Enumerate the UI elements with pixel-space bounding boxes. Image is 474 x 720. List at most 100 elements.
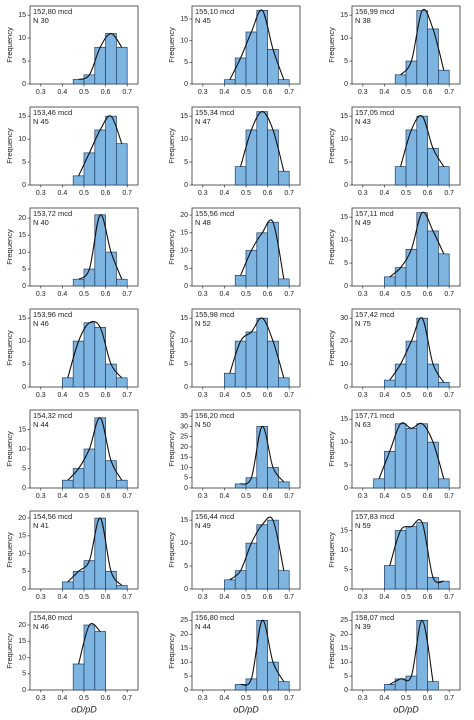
x-tick-label: 0.5 [241, 695, 251, 702]
y-tick-label: 5 [344, 260, 348, 267]
y-axis-label: Frequency [327, 633, 336, 669]
y-tick-label: 0 [22, 283, 26, 290]
y-tick-label: 15 [18, 533, 26, 540]
y-axis-label: Frequency [327, 532, 336, 568]
y-tick-label: 10 [340, 35, 348, 42]
panel-label: 153,46 mcd [33, 108, 72, 117]
y-tick-label: 5 [344, 462, 348, 469]
y-tick-label: 15 [340, 113, 348, 120]
x-tick-label: 0.4 [58, 392, 68, 399]
bar [278, 170, 290, 186]
y-tick-label: 5 [344, 58, 348, 65]
x-tick-label: 0.3 [36, 695, 46, 702]
y-tick-label: 15 [180, 230, 188, 237]
y-tick-label: 10 [18, 338, 26, 345]
x-tick-label: 0.7 [444, 695, 454, 702]
n-label: N 44 [195, 622, 211, 631]
y-tick-label: 10 [180, 464, 188, 471]
bar [234, 275, 247, 287]
y-tick-label: 0 [344, 485, 348, 492]
bar [116, 585, 128, 590]
y-tick-label: 5 [184, 265, 188, 272]
bar [224, 79, 236, 85]
bar [427, 441, 439, 489]
y-tick-label: 30 [340, 315, 348, 322]
density-curve [389, 211, 445, 278]
y-tick-label: 15 [340, 416, 348, 423]
bar [234, 570, 247, 590]
bar [105, 33, 117, 85]
y-tick-label: 5 [22, 58, 26, 65]
density-curve [240, 111, 285, 172]
bar [394, 267, 407, 287]
y-tick-label: 20 [180, 212, 188, 219]
y-tick-label: 5 [22, 671, 26, 678]
panel-label: 155,56 mcd [195, 209, 234, 218]
y-tick-label: 5 [184, 673, 188, 680]
bar [267, 48, 279, 85]
x-tick-label: 0.6 [263, 89, 273, 96]
y-axis-label: Frequency [167, 27, 176, 63]
bar [405, 60, 418, 85]
y-tick-label: 5 [184, 475, 188, 482]
y-axis-label: Frequency [167, 330, 176, 366]
y-tick-label: 15 [180, 645, 188, 652]
density-curve [400, 114, 445, 167]
y-tick-label: 0 [22, 586, 26, 593]
bar [72, 79, 85, 85]
n-label: N 50 [195, 420, 211, 429]
panel-label: 157,42 mcd [355, 310, 394, 319]
n-label: N 63 [355, 420, 371, 429]
y-tick-label: 0 [344, 81, 348, 88]
bar [416, 423, 428, 489]
bar [278, 278, 290, 287]
x-tick-label: 0.4 [220, 493, 230, 500]
y-tick-label: 15 [180, 113, 188, 120]
bar [405, 129, 418, 186]
bar [62, 377, 74, 388]
bar [245, 542, 258, 590]
bar [94, 46, 106, 85]
x-tick-label: 0.6 [263, 291, 273, 298]
x-tick-label: 0.4 [220, 594, 230, 601]
y-tick-label: 0 [22, 384, 26, 391]
bar [105, 570, 117, 590]
bar [278, 481, 290, 489]
x-tick-label: 0.4 [58, 291, 68, 298]
bar [116, 278, 128, 287]
x-tick-label: 0.4 [380, 291, 390, 298]
y-tick-label: 25 [180, 434, 188, 441]
bar [373, 478, 385, 489]
x-tick-label: 0.3 [198, 190, 208, 197]
panel-label: 157,11 mcd [355, 209, 394, 218]
y-tick-label: 35 [180, 413, 188, 420]
density-curve [240, 619, 285, 686]
y-tick-label: 10 [180, 136, 188, 143]
y-tick-label: 15 [340, 12, 348, 19]
bar [267, 340, 279, 388]
y-tick-label: 15 [18, 113, 26, 120]
x-tick-label: 0.7 [122, 392, 132, 399]
bar [256, 317, 268, 388]
y-tick-label: 0 [184, 687, 188, 694]
x-tick-label: 0.7 [444, 190, 454, 197]
x-tick-label: 0.5 [79, 594, 89, 601]
x-tick-label: 0.7 [122, 594, 132, 601]
x-tick-label: 0.6 [423, 89, 433, 96]
density-curve [78, 623, 101, 665]
y-tick-label: 25 [340, 617, 348, 624]
x-tick-label: 0.5 [241, 594, 251, 601]
x-tick-label: 0.6 [263, 392, 273, 399]
y-tick-label: 5 [344, 159, 348, 166]
bar [72, 278, 85, 287]
x-tick-label: 0.5 [401, 190, 411, 197]
density-curve [78, 115, 123, 177]
x-tick-label: 0.6 [423, 392, 433, 399]
bar [224, 579, 236, 590]
x-tick-label: 0.3 [36, 493, 46, 500]
x-tick-label: 0.5 [241, 392, 251, 399]
bar [83, 74, 96, 85]
density-curve [67, 417, 123, 481]
y-tick-label: 20 [18, 215, 26, 222]
density-curve [229, 516, 285, 581]
